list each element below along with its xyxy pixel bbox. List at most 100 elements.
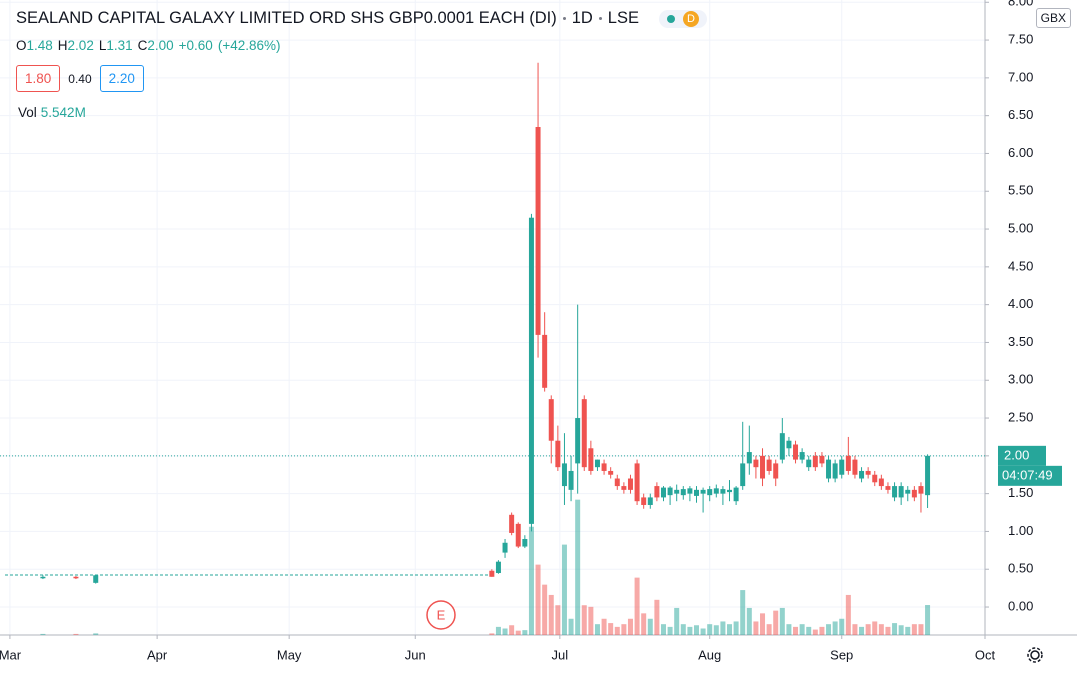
volume-bar xyxy=(911,624,917,635)
status-badge[interactable]: D xyxy=(658,9,707,28)
volume-bar xyxy=(707,624,713,635)
last-price-label: 2.00 xyxy=(1004,447,1029,462)
volume-bar xyxy=(779,607,785,635)
candle-body xyxy=(594,459,600,468)
candle-body xyxy=(535,127,541,335)
volume-bar xyxy=(918,624,924,635)
volume-bar xyxy=(548,594,554,635)
volume-bar xyxy=(40,633,46,635)
candle-body xyxy=(647,497,653,505)
volume-bar xyxy=(647,618,653,635)
volume-bar xyxy=(654,599,660,635)
candle-body xyxy=(502,542,508,553)
candle-body xyxy=(852,459,858,475)
candle-body xyxy=(700,489,706,494)
volume-bar xyxy=(687,626,693,635)
candle-body xyxy=(865,470,871,475)
volume-bar xyxy=(885,626,891,635)
volume-bar xyxy=(502,628,508,635)
header: SEALAND CAPITAL GALAXY LIMITED ORD SHS G… xyxy=(16,9,707,28)
volume-bar xyxy=(905,626,911,635)
ohlc-key: H xyxy=(57,38,68,53)
candle-body xyxy=(601,463,607,471)
candle-body xyxy=(859,470,865,479)
volume-bar xyxy=(753,621,759,635)
x-tick-label: Aug xyxy=(698,647,721,662)
volume-bar xyxy=(859,626,865,635)
volume-bar xyxy=(793,626,799,635)
candle-body xyxy=(555,440,561,468)
y-tick-label: 7.50 xyxy=(1008,32,1033,47)
volume-bar xyxy=(898,625,904,635)
volume-name: Vol xyxy=(18,105,37,120)
candle-body xyxy=(561,463,567,487)
candle-body xyxy=(806,459,812,468)
volume-bar xyxy=(872,621,878,635)
volume-bar xyxy=(786,624,792,635)
candle-body xyxy=(634,463,640,502)
y-tick-label: 7.00 xyxy=(1008,69,1033,84)
y-tick-label: 1.50 xyxy=(1008,485,1033,500)
market-status xyxy=(666,14,675,23)
candle-body xyxy=(746,452,752,464)
candle-body xyxy=(727,489,733,493)
y-tick-label: 3.00 xyxy=(1008,372,1033,387)
candle-body xyxy=(733,487,739,502)
volume-bar xyxy=(509,625,515,635)
candle-body xyxy=(878,478,884,487)
candle-body xyxy=(40,576,46,579)
separator xyxy=(562,17,566,20)
volume-bar xyxy=(727,624,733,635)
volume-bar xyxy=(674,607,680,635)
buy-button[interactable]: 2.20 xyxy=(99,65,144,92)
candle-body xyxy=(687,488,693,494)
y-tick-label: 0.00 xyxy=(1008,598,1033,613)
volume-bar xyxy=(839,618,845,635)
spread: 0.40 xyxy=(68,71,92,86)
candle-body xyxy=(581,399,587,468)
candle-body xyxy=(793,444,799,460)
sell-button[interactable]: 1.80 xyxy=(16,65,61,92)
plot: 0.00 0.50 1.00 1.50 2.00 2.50 3.00 3.50 4.00 4.50… xyxy=(0,0,1033,662)
x-tick-label: Mar xyxy=(0,647,22,662)
volume-bar xyxy=(733,621,739,635)
volume-bar xyxy=(614,626,620,635)
volume-bar xyxy=(845,594,851,635)
volume-bar xyxy=(627,618,633,635)
candle-body xyxy=(73,576,79,579)
separator xyxy=(598,17,602,20)
candle-body xyxy=(892,486,898,498)
y-tick-label: 4.00 xyxy=(1008,296,1033,311)
exchange: LSE xyxy=(607,9,639,27)
volume-bar xyxy=(799,624,805,635)
x-tick-label: Oct xyxy=(975,647,996,662)
volume-bar xyxy=(73,633,79,635)
ohlc-value: 2.02 xyxy=(67,38,94,53)
candle-body xyxy=(693,489,699,496)
volume-bar xyxy=(588,606,594,635)
delay-badge: D xyxy=(682,10,699,27)
ohlc-legend: O1.48 H2.02 L1.31 C2.00 +0.60 (+42.86%) xyxy=(16,38,281,53)
volume-bar xyxy=(720,621,726,635)
x-tick-label: Apr xyxy=(147,647,168,662)
candle-body xyxy=(627,478,633,490)
currency[interactable]: GBX xyxy=(1035,8,1071,28)
candle-body xyxy=(489,570,495,577)
candle-body xyxy=(654,486,660,498)
candle-body xyxy=(568,470,574,490)
volume-bar xyxy=(667,626,673,635)
volume-bar xyxy=(555,605,561,635)
ohlc-value: 1.31 xyxy=(106,38,133,53)
candle-body xyxy=(826,459,832,479)
volume-bar xyxy=(660,624,666,635)
candle-body xyxy=(93,575,99,583)
settings-icon[interactable] xyxy=(1027,647,1043,663)
interval: 1D xyxy=(571,9,593,27)
volume-bar xyxy=(832,621,838,635)
volume-bar xyxy=(892,623,898,635)
candle-body xyxy=(575,418,581,464)
y-tick-label: 2.50 xyxy=(1008,409,1033,424)
volume-bar xyxy=(495,626,501,635)
